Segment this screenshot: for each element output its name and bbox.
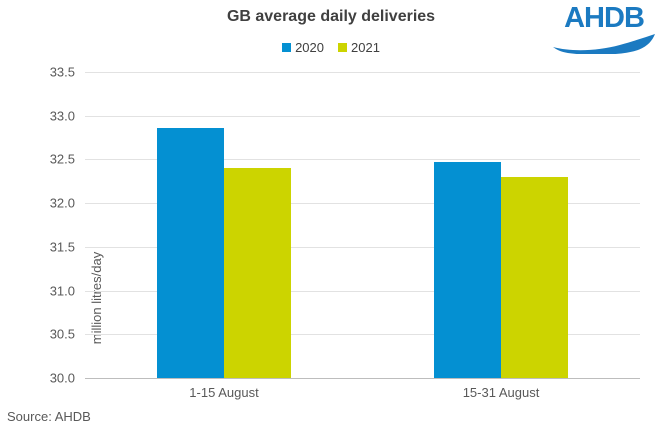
y-tick-32.0: 32.0	[49, 195, 75, 211]
legend-item-2020: 2020	[282, 40, 324, 55]
bar-2020-1-15-august	[157, 128, 224, 378]
y-axis-title: million litres/day	[89, 251, 104, 345]
gridline-32.0	[85, 203, 640, 204]
legend-label-2021: 2021	[351, 40, 380, 55]
x-label-15-31-august: 15-31 August	[462, 385, 540, 400]
ahdb-wave-icon	[553, 34, 655, 54]
legend-swatch-2020-icon	[282, 43, 292, 52]
gridline-31.5	[85, 247, 640, 248]
y-tick-30.0: 30.0	[49, 370, 75, 386]
gridline-31.0	[85, 291, 640, 292]
gridline-30.5	[85, 334, 640, 335]
y-tick-31.0: 31.0	[49, 283, 75, 299]
y-tick-32.5: 32.5	[49, 151, 75, 167]
x-label-1-15-august: 1-15 August	[189, 385, 259, 400]
gridline-33.5	[85, 72, 640, 73]
legend-swatch-2021-icon	[338, 43, 347, 52]
legend-item-2021: 2021	[338, 40, 380, 55]
ahdb-logo: AHDB	[553, 3, 655, 55]
bar-2021-1-15-august	[224, 168, 291, 378]
ahdb-logo-text: AHDB	[564, 2, 645, 34]
bar-2021-15-31-august	[501, 177, 568, 378]
bar-2020-15-31-august	[434, 162, 501, 378]
y-tick-33.0: 33.0	[49, 108, 75, 124]
chart-title: GB average daily deliveries	[226, 8, 436, 25]
gridline-32.5	[85, 159, 640, 160]
y-tick-31.5: 31.5	[49, 239, 75, 255]
plot-area: million litres/day 33.5 33.0 32.5 32.0 31.5 3…	[50, 65, 640, 400]
y-tick-30.5: 30.5	[49, 326, 75, 342]
source-note: Source: AHDB	[7, 409, 91, 424]
gridline-33.0	[85, 116, 640, 117]
chart-legend: 2020 2021	[0, 40, 662, 55]
legend-label-2020: 2020	[295, 40, 324, 55]
y-tick-33.5: 33.5	[49, 64, 75, 80]
